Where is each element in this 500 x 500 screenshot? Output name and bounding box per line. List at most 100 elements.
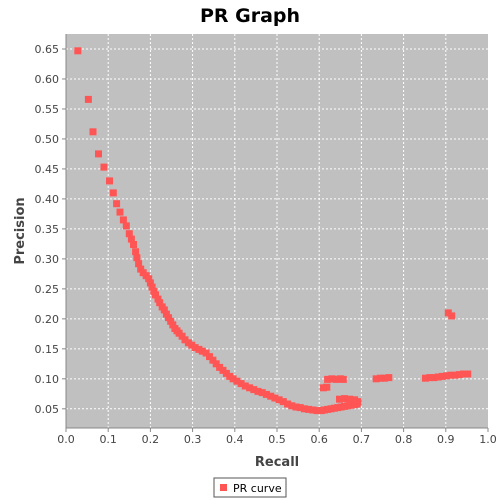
data-point xyxy=(119,216,127,224)
data-point xyxy=(125,230,133,238)
data-point xyxy=(292,403,300,411)
data-point xyxy=(209,356,217,364)
data-point xyxy=(233,377,241,385)
data-point xyxy=(146,279,154,287)
x-tick-label: 0.8 xyxy=(395,433,413,446)
y-tick-label: 0.10 xyxy=(35,373,60,386)
x-axis-label: Recall xyxy=(255,455,299,470)
chart-title: PR Graph xyxy=(200,5,300,27)
y-tick-label: 0.25 xyxy=(35,283,60,296)
data-point xyxy=(246,384,254,392)
data-point xyxy=(434,373,442,381)
data-point xyxy=(328,375,336,383)
data-point xyxy=(271,394,279,402)
y-tick-label: 0.60 xyxy=(35,73,60,86)
data-point xyxy=(113,200,121,208)
data-point xyxy=(130,241,137,248)
data-point xyxy=(167,317,175,325)
tick-labels: 0.0 0.1 0.2 0.3 0.4 0.5 0.6 0.7 0.8 0.9 1.0 0.05 0.1… xyxy=(35,43,497,446)
data-point xyxy=(116,208,124,216)
data-point xyxy=(284,400,292,408)
y-tick-label: 0.30 xyxy=(35,253,60,266)
data-point xyxy=(430,374,438,382)
data-point xyxy=(212,360,220,368)
data-point xyxy=(267,392,275,400)
data-point xyxy=(448,312,456,320)
data-point xyxy=(137,265,145,273)
data-point xyxy=(89,128,97,136)
data-point xyxy=(258,389,266,397)
data-point xyxy=(133,254,141,262)
data-point xyxy=(95,150,102,158)
y-tick-label: 0.55 xyxy=(35,103,60,116)
x-tick-label: 0.6 xyxy=(310,433,328,446)
data-point xyxy=(106,177,113,185)
data-point xyxy=(154,295,162,303)
legend-swatch xyxy=(220,484,227,491)
data-point xyxy=(84,95,92,103)
data-point xyxy=(122,222,130,230)
data-point xyxy=(169,321,177,329)
data-point xyxy=(279,398,287,406)
data-point xyxy=(127,235,135,243)
data-point xyxy=(74,47,82,55)
data-point xyxy=(455,371,463,379)
legend-label: PR curve xyxy=(233,482,282,495)
data-point xyxy=(381,374,389,382)
data-point xyxy=(305,405,313,413)
legend: PR curve xyxy=(213,477,287,498)
y-tick-label: 0.65 xyxy=(35,43,60,56)
data-point xyxy=(339,375,347,383)
data-point xyxy=(288,402,296,410)
data-point xyxy=(178,332,186,340)
data-point xyxy=(202,349,210,357)
data-point xyxy=(346,395,354,403)
x-tick-label: 0.4 xyxy=(226,433,244,446)
data-point xyxy=(309,406,317,414)
legend-box xyxy=(213,477,287,498)
grid-lines xyxy=(66,34,488,428)
data-point xyxy=(275,396,283,404)
y-tick-label: 0.15 xyxy=(35,343,60,356)
data-point xyxy=(135,260,143,268)
x-tick-label: 0.1 xyxy=(99,433,117,446)
data-point xyxy=(336,395,343,403)
data-point xyxy=(332,375,340,383)
x-tick-label: 0.0 xyxy=(57,433,75,446)
data-point xyxy=(464,370,472,378)
data-point xyxy=(156,299,164,307)
data-point xyxy=(443,372,451,380)
data-point xyxy=(324,375,332,383)
data-point xyxy=(237,380,245,388)
data-point xyxy=(341,395,348,403)
data-point xyxy=(254,387,262,395)
data-point xyxy=(132,248,140,256)
data-point xyxy=(262,390,270,398)
data-point xyxy=(372,375,380,383)
y-axis-label: Precision xyxy=(13,197,28,264)
y-tick-label: 0.45 xyxy=(35,163,60,176)
data-point xyxy=(148,283,156,291)
axes xyxy=(62,34,489,432)
y-tick-label: 0.40 xyxy=(35,193,60,206)
data-point xyxy=(385,374,393,382)
data-point xyxy=(162,310,170,318)
data-point xyxy=(451,371,459,379)
x-tick-label: 0.3 xyxy=(184,433,202,446)
data-point xyxy=(241,382,249,390)
data-point xyxy=(438,372,446,380)
y-tick-label: 0.50 xyxy=(35,133,60,146)
data-point xyxy=(250,386,258,394)
data-point xyxy=(198,347,206,355)
data-point xyxy=(150,287,158,295)
data-point xyxy=(165,314,172,322)
data-point xyxy=(460,370,467,378)
data-point xyxy=(152,291,159,299)
data-point xyxy=(296,404,304,412)
data-point xyxy=(145,275,153,283)
data-point xyxy=(376,374,384,382)
data-point xyxy=(160,306,168,314)
data-point xyxy=(206,353,213,361)
x-tick-label: 0.9 xyxy=(437,433,455,446)
